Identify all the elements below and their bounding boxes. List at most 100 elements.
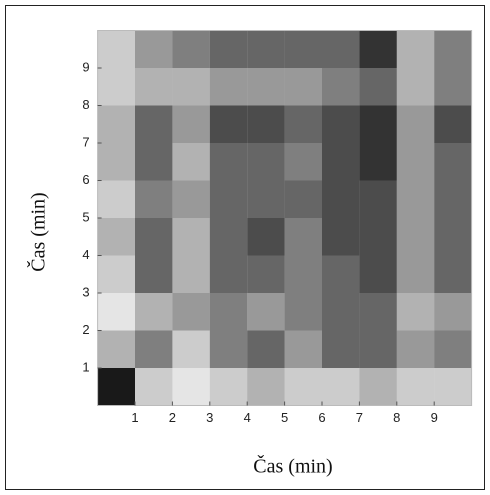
- cell: [359, 143, 397, 181]
- cell: [396, 30, 435, 68]
- cell: [322, 143, 360, 181]
- cell: [247, 368, 285, 406]
- x-tick-label: 1: [131, 410, 138, 425]
- cell: [396, 293, 435, 331]
- cell: [97, 368, 135, 406]
- cell: [247, 30, 285, 68]
- cell: [247, 68, 285, 106]
- x-tick-label: 4: [244, 410, 251, 425]
- cell: [135, 30, 173, 68]
- cell: [135, 105, 173, 143]
- cell: [322, 293, 360, 331]
- cell: [434, 68, 472, 106]
- cell: [135, 368, 173, 406]
- cell: [284, 105, 322, 143]
- cell: [97, 330, 135, 368]
- cell: [396, 105, 435, 143]
- cell: [172, 180, 210, 218]
- cell: [359, 368, 397, 406]
- cell: [284, 143, 322, 181]
- cell: [209, 330, 248, 368]
- cell: [172, 68, 210, 106]
- cell: [434, 218, 472, 256]
- x-axis-label: Čas (min): [253, 454, 332, 478]
- cell: [396, 218, 435, 256]
- cell: [396, 255, 435, 293]
- cell: [247, 255, 285, 293]
- cell: [322, 180, 360, 218]
- cell: [97, 30, 135, 68]
- cell: [396, 143, 435, 181]
- cell: [209, 143, 248, 181]
- y-tick-label: 9: [82, 59, 89, 74]
- cell: [434, 368, 472, 406]
- cell: [209, 368, 248, 406]
- cell: [434, 293, 472, 331]
- cell: [135, 330, 173, 368]
- y-axis-label: Čas (min): [26, 192, 50, 271]
- y-tick-label: 8: [82, 97, 89, 112]
- cell: [172, 30, 210, 68]
- cell: [359, 105, 397, 143]
- cell: [322, 30, 360, 68]
- cell: [284, 368, 322, 406]
- cell: [284, 30, 322, 68]
- cell: [396, 68, 435, 106]
- x-tick-label: 6: [318, 410, 325, 425]
- cell: [434, 330, 472, 368]
- cell: [172, 218, 210, 256]
- cell: [396, 368, 435, 406]
- cell: [359, 68, 397, 106]
- cell: [97, 105, 135, 143]
- cell: [434, 143, 472, 181]
- cell: [209, 30, 248, 68]
- cell: [359, 218, 397, 256]
- cell: [247, 105, 285, 143]
- cell: [247, 218, 285, 256]
- cell: [434, 30, 472, 68]
- cell: [359, 180, 397, 218]
- cell: [172, 143, 210, 181]
- cell: [284, 293, 322, 331]
- x-tick-label: 8: [393, 410, 400, 425]
- cell: [97, 293, 135, 331]
- cell: [284, 255, 322, 293]
- y-tick-label: 5: [82, 209, 89, 224]
- y-tick-label: 1: [82, 359, 89, 374]
- cell: [135, 68, 173, 106]
- cell: [247, 143, 285, 181]
- cell: [322, 68, 360, 106]
- cell: [284, 330, 322, 368]
- cell: [172, 293, 210, 331]
- cell: [135, 255, 173, 293]
- cell: [135, 180, 173, 218]
- cell: [284, 218, 322, 256]
- cell: [172, 330, 210, 368]
- cell: [247, 180, 285, 218]
- cell: [97, 180, 135, 218]
- cell: [396, 330, 435, 368]
- cell: [284, 180, 322, 218]
- cell: [322, 105, 360, 143]
- cell: [209, 68, 248, 106]
- cell: [172, 255, 210, 293]
- y-tick-label: 7: [82, 134, 89, 149]
- cell: [359, 30, 397, 68]
- y-tick-label: 6: [82, 172, 89, 187]
- x-tick-label: 9: [431, 410, 438, 425]
- cell: [209, 255, 248, 293]
- cell: [434, 105, 472, 143]
- cell: [359, 293, 397, 331]
- cell: [322, 218, 360, 256]
- x-tick-label: 7: [356, 410, 363, 425]
- cell: [97, 68, 135, 106]
- x-tick-label: 2: [169, 410, 176, 425]
- cell: [97, 255, 135, 293]
- cell: [247, 293, 285, 331]
- cell: [359, 255, 397, 293]
- cell: [322, 255, 360, 293]
- cell: [284, 68, 322, 106]
- cell: [359, 330, 397, 368]
